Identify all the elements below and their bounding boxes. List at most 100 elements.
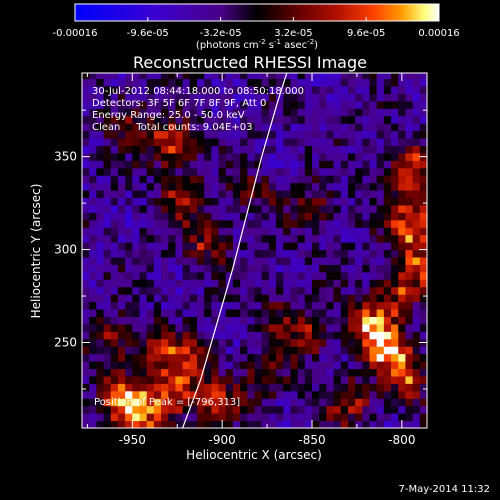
heatmap-cell [225, 197, 234, 206]
heatmap-cell [125, 78, 133, 87]
heatmap-cell [362, 73, 370, 80]
heatmap-cell [218, 175, 227, 184]
heatmap-cell [218, 316, 227, 325]
heatmap-cell [283, 413, 291, 422]
heatmap-cell [340, 160, 349, 169]
heatmap-cell [412, 167, 421, 176]
heatmap-cell [225, 204, 234, 213]
heatmap-cell [189, 316, 198, 325]
heatmap-cell [89, 234, 97, 243]
heatmap-cell [297, 190, 306, 199]
heatmap-cell [333, 123, 342, 132]
heatmap-cell [383, 108, 392, 117]
heatmap-cell [168, 234, 176, 243]
heatmap-cell [333, 219, 342, 228]
heatmap-cell [110, 279, 119, 288]
heatmap-cell [326, 100, 335, 109]
heatmap-cell [132, 286, 140, 295]
heatmap-cell [412, 294, 421, 303]
heatmap-cell [261, 249, 270, 258]
heatmap-cell [261, 338, 270, 347]
heatmap-cell [103, 175, 112, 184]
heatmap-cell [89, 413, 97, 422]
heatmap-cell [168, 100, 176, 109]
heatmap-cell [254, 420, 263, 428]
heatmap-cell [362, 368, 370, 377]
heatmap-cell [347, 398, 356, 407]
heatmap-cell [254, 316, 263, 325]
heatmap-cell [283, 398, 291, 407]
heatmap-cell [89, 316, 97, 325]
heatmap-cell [383, 301, 392, 310]
heatmap-cell [261, 331, 270, 340]
heatmap-cell [175, 420, 184, 428]
heatmap-cell [125, 264, 133, 273]
heatmap-cell [82, 294, 90, 303]
heatmap-cell [218, 257, 227, 265]
heatmap-cell [333, 316, 342, 325]
heatmap-cell [225, 294, 234, 303]
heatmap-cell [232, 338, 241, 347]
heatmap-cell [132, 383, 140, 392]
heatmap-cell [197, 383, 205, 392]
heatmap-cell [383, 160, 392, 169]
heatmap-cell [161, 279, 169, 288]
heatmap-cell [175, 323, 184, 332]
heatmap-cell [312, 93, 320, 102]
heatmap-cell [333, 390, 342, 399]
heatmap-cell [340, 93, 349, 102]
heatmap-cell [232, 264, 241, 273]
heatmap-cell [398, 316, 406, 325]
heatmap-cell [405, 413, 414, 422]
heatmap-cell [204, 234, 212, 243]
heatmap-cell [225, 368, 234, 377]
heatmap-cell [132, 138, 140, 146]
heatmap-cell [139, 182, 148, 191]
heatmap-cell [261, 152, 270, 161]
heatmap-cell [153, 190, 162, 199]
heatmap-cell [204, 123, 212, 132]
heatmap-cell [247, 197, 255, 206]
heatmap-cell [117, 160, 126, 169]
heatmap-cell [283, 338, 291, 347]
heatmap-cell [347, 115, 356, 124]
heatmap-cell [290, 420, 299, 428]
heatmap-cell [419, 383, 427, 392]
heatmap-cell [240, 375, 248, 384]
heatmap-cell [204, 115, 212, 124]
heatmap-cell [182, 167, 191, 176]
heatmap-cell [297, 138, 306, 146]
heatmap-cell [189, 346, 198, 355]
heatmap-cell [218, 331, 227, 340]
heatmap-cell [117, 108, 126, 117]
heatmap-cell [110, 390, 119, 399]
heatmap-cell [312, 338, 320, 347]
heatmap-cell [225, 152, 234, 161]
heatmap-cell [276, 383, 284, 392]
heatmap-cell [153, 73, 162, 80]
heatmap-cell [247, 368, 255, 377]
heatmap-cell [103, 73, 112, 80]
heatmap-cell [290, 73, 299, 80]
heatmap-cell [326, 353, 335, 362]
heatmap-cell [139, 361, 148, 370]
heatmap-cell [340, 279, 349, 288]
heatmap-cell [125, 323, 133, 332]
heatmap-cell [376, 420, 385, 428]
heatmap-cell [96, 249, 105, 258]
heatmap-cell [132, 175, 140, 184]
heatmap-cell [182, 390, 191, 399]
heatmap-cell [146, 316, 155, 325]
heatmap-cell [326, 323, 335, 332]
heatmap-cell [391, 249, 399, 258]
heatmap-cell [146, 182, 155, 191]
colorbar-tick-label: -3.2e-05 [200, 28, 242, 39]
heatmap-cell [319, 123, 327, 132]
heatmap-cell [419, 73, 427, 80]
heatmap-cell [297, 301, 306, 310]
heatmap-cell [225, 78, 234, 87]
heatmap-cell [117, 234, 126, 243]
heatmap-cell [204, 271, 212, 280]
heatmap-cell [110, 264, 119, 273]
heatmap-cell [189, 86, 198, 94]
